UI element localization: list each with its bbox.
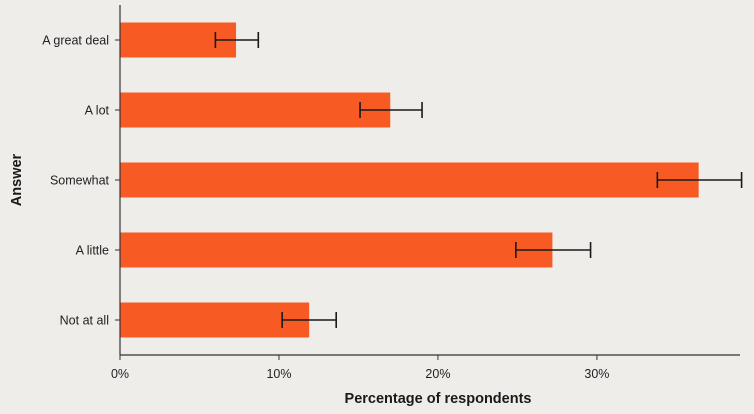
- error-bar: [214, 32, 260, 48]
- bar: [120, 302, 310, 338]
- bar: [120, 162, 699, 198]
- y-tick-label: Somewhat: [50, 174, 110, 188]
- error-bar: [656, 172, 743, 188]
- y-tick-label: A great deal: [42, 34, 109, 48]
- error-bar: [281, 312, 338, 328]
- x-tick-label: 30%: [584, 367, 609, 381]
- error-bar: [359, 102, 423, 118]
- bar: [120, 92, 391, 128]
- bars-layer: [120, 22, 699, 338]
- x-axis-ticks: 0% 10% 20% 30%: [111, 355, 609, 381]
- error-bars-layer: [214, 32, 743, 328]
- y-tick-label: A little: [76, 244, 109, 258]
- x-tick-label: 10%: [266, 367, 291, 381]
- x-tick-label: 20%: [425, 367, 450, 381]
- y-tick-label: Not at all: [60, 314, 109, 328]
- x-tick-label: 0%: [111, 367, 129, 381]
- x-axis-title: Percentage of respondents: [345, 391, 532, 407]
- bar: [120, 232, 553, 268]
- error-bar: [515, 242, 592, 258]
- y-axis-ticks: A great deal A lot Somewhat A little Not at …: [42, 34, 120, 328]
- y-axis-title: Answer: [9, 153, 25, 206]
- y-tick-label: A lot: [85, 104, 110, 118]
